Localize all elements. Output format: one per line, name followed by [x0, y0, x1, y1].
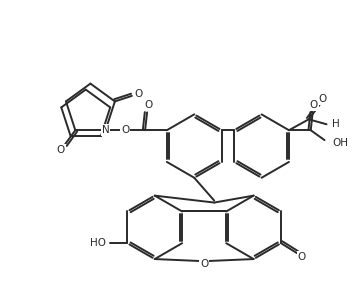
Text: O: O	[134, 89, 143, 99]
Text: O: O	[200, 259, 208, 269]
Text: N: N	[102, 125, 109, 135]
Text: O: O	[57, 145, 65, 155]
Text: N: N	[102, 125, 109, 135]
Text: OH: OH	[332, 138, 348, 148]
Text: HO: HO	[90, 238, 105, 248]
Text: O: O	[298, 252, 306, 262]
Text: O: O	[309, 100, 318, 111]
Text: O: O	[144, 100, 152, 111]
Text: O: O	[319, 94, 327, 103]
Text: H: H	[332, 119, 339, 129]
Text: O: O	[121, 125, 130, 135]
